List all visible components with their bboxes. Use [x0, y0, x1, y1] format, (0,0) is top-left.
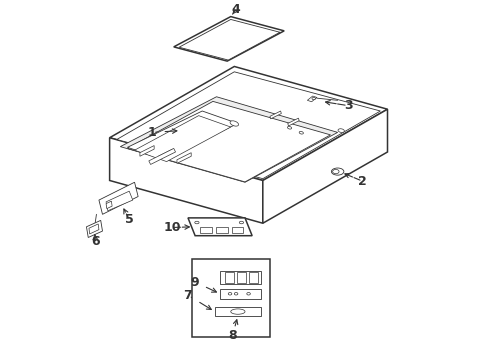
Text: 6: 6	[91, 235, 99, 248]
Polygon shape	[288, 118, 299, 126]
Ellipse shape	[239, 221, 244, 224]
Ellipse shape	[312, 98, 316, 100]
Polygon shape	[127, 111, 238, 159]
Polygon shape	[158, 149, 172, 160]
Polygon shape	[215, 307, 261, 316]
Polygon shape	[174, 17, 284, 61]
Text: 10: 10	[163, 221, 181, 234]
Text: 7: 7	[184, 289, 193, 302]
Polygon shape	[232, 227, 243, 233]
Polygon shape	[307, 96, 317, 102]
Polygon shape	[140, 145, 154, 156]
Text: 5: 5	[125, 213, 134, 226]
Ellipse shape	[230, 121, 239, 126]
Text: 1: 1	[148, 126, 157, 139]
Ellipse shape	[228, 293, 232, 295]
Text: 8: 8	[228, 329, 237, 342]
Polygon shape	[106, 201, 112, 209]
Polygon shape	[89, 224, 99, 234]
Polygon shape	[249, 272, 258, 283]
Polygon shape	[188, 218, 252, 236]
Ellipse shape	[247, 293, 250, 295]
Polygon shape	[86, 220, 102, 238]
Text: 4: 4	[232, 3, 241, 16]
Polygon shape	[127, 102, 330, 182]
Polygon shape	[149, 148, 175, 165]
Polygon shape	[220, 271, 261, 284]
Polygon shape	[106, 191, 133, 211]
Polygon shape	[225, 272, 234, 283]
Polygon shape	[263, 109, 388, 223]
Ellipse shape	[333, 170, 339, 174]
Polygon shape	[220, 289, 261, 299]
Polygon shape	[117, 72, 380, 179]
Polygon shape	[216, 227, 227, 233]
Text: 9: 9	[191, 275, 199, 288]
Polygon shape	[99, 182, 138, 214]
Ellipse shape	[195, 221, 199, 224]
Polygon shape	[237, 272, 246, 283]
Polygon shape	[110, 67, 388, 180]
Bar	[192, 259, 270, 337]
Polygon shape	[121, 97, 338, 182]
Polygon shape	[135, 116, 231, 162]
Polygon shape	[179, 19, 280, 60]
Ellipse shape	[234, 293, 238, 295]
Polygon shape	[200, 227, 212, 233]
Ellipse shape	[231, 309, 245, 314]
Ellipse shape	[288, 126, 292, 129]
Polygon shape	[110, 138, 263, 223]
Ellipse shape	[338, 129, 344, 132]
Ellipse shape	[299, 131, 303, 134]
Polygon shape	[177, 153, 191, 163]
Text: 2: 2	[358, 175, 367, 188]
Text: 3: 3	[344, 99, 353, 112]
Ellipse shape	[331, 168, 344, 175]
Polygon shape	[270, 111, 281, 119]
